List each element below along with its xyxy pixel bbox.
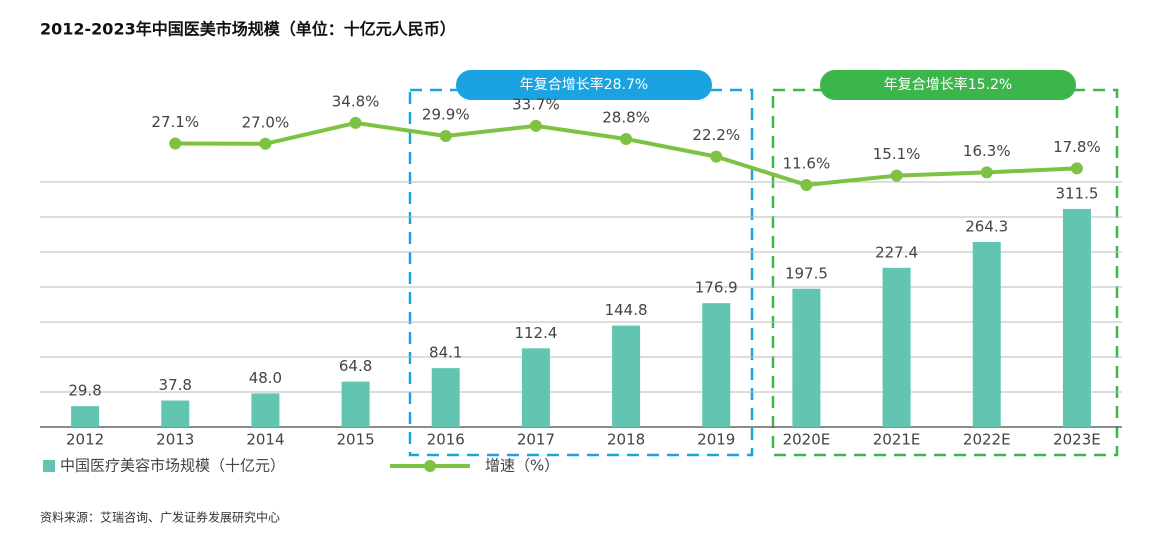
growth-value-label: 34.8%	[332, 92, 380, 110]
bar	[251, 393, 280, 427]
source: 资料来源：艾瑞咨询、广发证券发展研究中心	[40, 510, 280, 525]
bar-value-label: 176.9	[695, 279, 738, 297]
growth-point	[890, 169, 903, 182]
legend-swatch	[424, 460, 436, 472]
bar-value-label: 197.5	[785, 264, 828, 282]
growth-value-label: 17.8%	[1053, 138, 1101, 156]
bar	[521, 348, 550, 427]
bar	[792, 288, 821, 427]
growth-point	[259, 137, 272, 150]
chart-title: 2012-2023年中国医美市场规模（单位：十亿元人民币）	[40, 20, 456, 39]
x-tick-label: 2017	[517, 431, 555, 449]
bar-value-label: 48.0	[249, 369, 282, 387]
bar-value-label: 64.8	[339, 357, 372, 375]
growth-point	[980, 166, 993, 179]
x-tick-label: 2020E	[783, 431, 831, 449]
bar-value-label: 311.5	[1055, 184, 1098, 202]
growth-value-label: 15.1%	[873, 145, 921, 163]
bar-value-label: 29.8	[68, 382, 101, 400]
bar-value-label: 264.3	[965, 217, 1008, 235]
x-tick-label: 2023E	[1053, 431, 1101, 449]
growth-value-label: 27.1%	[151, 113, 199, 131]
growth-point	[349, 116, 362, 129]
growth-value-label: 29.9%	[422, 106, 470, 124]
bar-value-label: 227.4	[875, 243, 918, 261]
legend-swatch	[43, 460, 55, 472]
growth-value-label: 16.3%	[963, 142, 1011, 160]
bar	[431, 368, 460, 427]
bar	[702, 303, 731, 427]
x-tick-label: 2022E	[963, 431, 1011, 449]
legend-label: 增速（%）	[485, 457, 559, 475]
x-tick-label: 2014	[246, 431, 284, 449]
bar	[341, 381, 370, 427]
cagr-pill	[820, 70, 1076, 100]
legend-label: 中国医疗美容市场规模（十亿元）	[60, 457, 285, 475]
x-tick-label: 2016	[427, 431, 465, 449]
cagr-box	[408, 88, 754, 457]
growth-point	[439, 130, 452, 143]
bar-value-label: 112.4	[514, 324, 557, 342]
cagr-pill	[456, 70, 712, 100]
bar	[612, 325, 641, 427]
x-tick-label: 2019	[697, 431, 735, 449]
cagr-label: 年复合增长率15.2%	[884, 76, 1012, 93]
bar-value-label: 84.1	[429, 344, 462, 362]
growth-value-label: 28.8%	[602, 108, 650, 126]
x-tick-label: 2013	[156, 431, 194, 449]
x-tick-label: 2018	[607, 431, 645, 449]
bar-value-label: 37.8	[159, 376, 192, 394]
x-tick-label: 2012	[66, 431, 104, 449]
growth-value-label: 27.0%	[242, 113, 290, 131]
growth-line	[175, 120, 1078, 188]
cagr-label: 年复合增长率28.7%	[520, 76, 648, 93]
growth-point	[1070, 162, 1083, 175]
growth-point	[800, 178, 813, 191]
growth-value-label: 11.6%	[783, 154, 831, 172]
growth-point	[169, 137, 182, 150]
bar	[972, 241, 1001, 427]
bar	[161, 400, 190, 427]
growth-point	[529, 119, 542, 132]
growth-value-label: 22.2%	[692, 126, 740, 144]
growth-value-label: 33.7%	[512, 95, 560, 113]
x-tick-label: 2021E	[873, 431, 921, 449]
bar-value-label: 144.8	[605, 301, 648, 319]
bar	[1062, 208, 1091, 427]
bar	[882, 267, 911, 427]
x-tick-label: 2015	[336, 431, 374, 449]
growth-point	[710, 150, 723, 163]
growth-point	[620, 132, 633, 145]
bar	[71, 406, 100, 427]
